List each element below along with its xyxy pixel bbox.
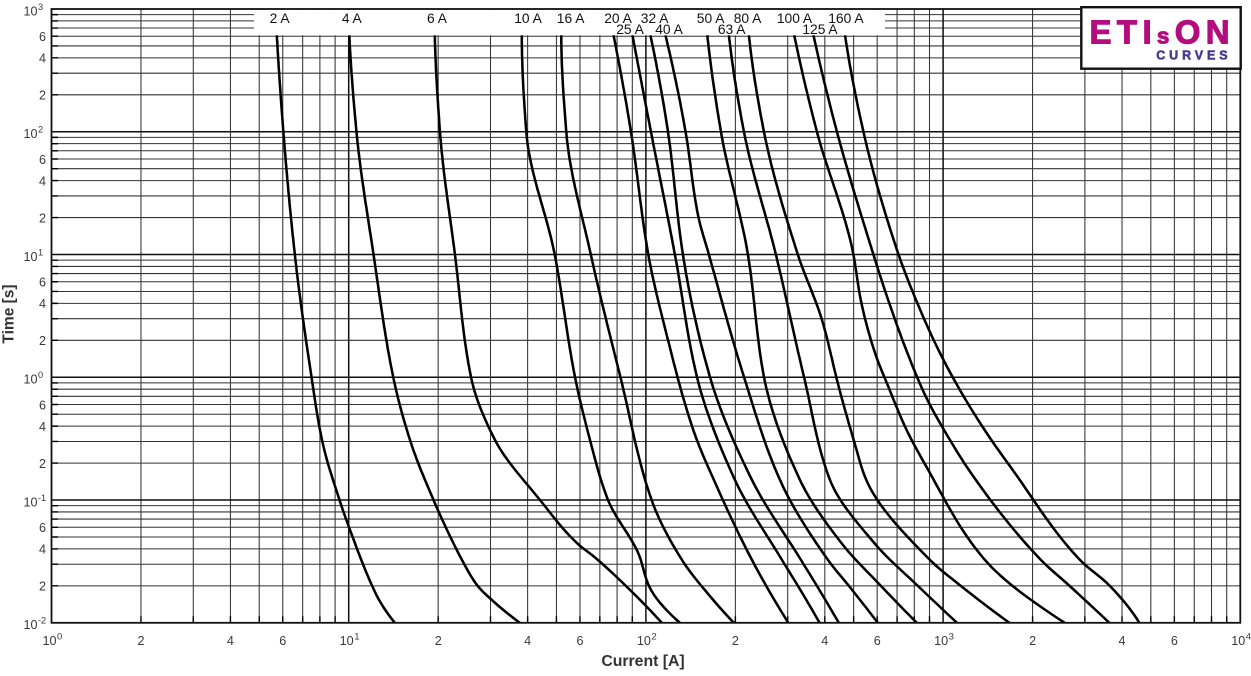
svg-text:4: 4 xyxy=(39,420,46,434)
svg-text:4: 4 xyxy=(1246,632,1251,643)
svg-text:4: 4 xyxy=(821,634,828,648)
svg-text:3: 3 xyxy=(38,2,43,12)
svg-text:160 A: 160 A xyxy=(828,11,864,26)
svg-text:25 A: 25 A xyxy=(616,22,644,37)
svg-text:10: 10 xyxy=(23,127,37,141)
svg-text:-2: -2 xyxy=(38,616,46,626)
svg-text:10 A: 10 A xyxy=(514,11,542,26)
svg-text:2: 2 xyxy=(39,211,46,225)
svg-text:10: 10 xyxy=(340,634,354,648)
svg-text:6 A: 6 A xyxy=(427,11,448,26)
svg-text:2: 2 xyxy=(137,634,144,648)
svg-text:6: 6 xyxy=(39,276,46,290)
svg-text:20 A: 20 A xyxy=(604,11,632,26)
svg-text:4: 4 xyxy=(524,634,531,648)
svg-text:50 A: 50 A xyxy=(697,11,725,26)
svg-text:CURVES: CURVES xyxy=(1156,49,1231,63)
svg-text:2: 2 xyxy=(39,89,46,103)
svg-text:2: 2 xyxy=(39,457,46,471)
svg-text:6: 6 xyxy=(39,30,46,44)
svg-text:2: 2 xyxy=(38,125,43,135)
svg-text:2: 2 xyxy=(732,634,739,648)
svg-text:Time [s]: Time [s] xyxy=(1,284,18,343)
svg-text:4: 4 xyxy=(39,297,46,311)
svg-text:2: 2 xyxy=(39,334,46,348)
svg-text:6: 6 xyxy=(279,634,286,648)
svg-text:0: 0 xyxy=(38,370,43,380)
svg-text:6: 6 xyxy=(39,153,46,167)
svg-text:80 A: 80 A xyxy=(734,11,762,26)
svg-text:0: 0 xyxy=(57,632,62,643)
svg-text:6: 6 xyxy=(576,634,583,648)
svg-text:4: 4 xyxy=(1118,634,1125,648)
svg-text:4: 4 xyxy=(39,543,46,557)
svg-text:100 A: 100 A xyxy=(777,11,813,26)
svg-text:6: 6 xyxy=(1171,634,1178,648)
svg-text:2: 2 xyxy=(435,634,442,648)
svg-text:10: 10 xyxy=(934,634,948,648)
svg-text:4 A: 4 A xyxy=(342,11,363,26)
svg-text:2 A: 2 A xyxy=(270,11,291,26)
svg-text:10: 10 xyxy=(42,634,56,648)
svg-text:2: 2 xyxy=(39,580,46,594)
svg-text:1: 1 xyxy=(38,247,43,257)
svg-text:2: 2 xyxy=(1029,634,1036,648)
svg-text:4: 4 xyxy=(39,52,46,66)
svg-text:10: 10 xyxy=(23,618,37,632)
svg-text:16 A: 16 A xyxy=(557,11,585,26)
svg-text:10: 10 xyxy=(23,250,37,264)
svg-text:125 A: 125 A xyxy=(802,22,838,37)
svg-text:2: 2 xyxy=(651,632,656,643)
svg-text:10: 10 xyxy=(23,495,37,509)
svg-text:6: 6 xyxy=(39,521,46,535)
svg-text:10: 10 xyxy=(23,373,37,387)
svg-text:10: 10 xyxy=(1231,634,1245,648)
svg-text:63 A: 63 A xyxy=(718,22,746,37)
svg-text:-1: -1 xyxy=(38,493,46,503)
svg-text:4: 4 xyxy=(227,634,234,648)
svg-text:6: 6 xyxy=(874,634,881,648)
svg-text:3: 3 xyxy=(949,632,954,643)
svg-text:32 A: 32 A xyxy=(641,11,669,26)
svg-text:1: 1 xyxy=(354,632,359,643)
svg-text:Current [A]: Current [A] xyxy=(601,653,684,670)
svg-text:10: 10 xyxy=(637,634,651,648)
svg-text:4: 4 xyxy=(39,174,46,188)
svg-text:40 A: 40 A xyxy=(655,22,683,37)
svg-text:10: 10 xyxy=(23,4,37,18)
svg-text:6: 6 xyxy=(39,398,46,412)
